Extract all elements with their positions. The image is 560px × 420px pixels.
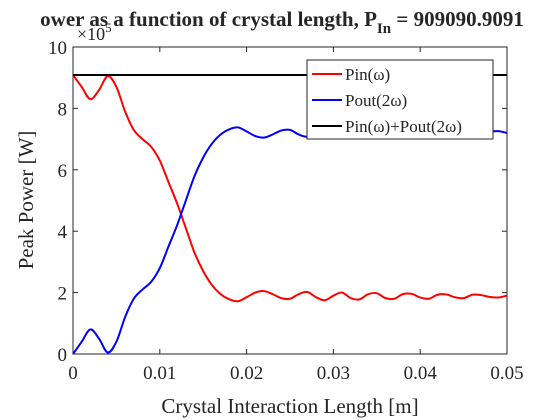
y-tick-label: 10 [48, 38, 67, 59]
x-tick-label: 0.02 [230, 363, 263, 384]
y-multiplier-base: ×10 [77, 24, 105, 44]
series-line-pin [72, 74, 508, 303]
y-tick-label: 8 [58, 99, 68, 120]
x-tick-label: 0.05 [490, 363, 523, 384]
legend-label-sum: Pin(ω)+Pout(2ω) [345, 117, 462, 136]
y-axis-label: Peak Power [W] [14, 131, 38, 270]
x-tick-label: 0.03 [317, 363, 350, 384]
chart-title-tail: = 909090.9091 [391, 7, 524, 31]
legend: Pin(ω) Pout(2ω) Pin(ω)+Pout(2ω) [306, 59, 494, 140]
chart-title-main: ower as a function of crystal length, P [40, 7, 377, 31]
y-multiplier: ×105 [77, 20, 112, 44]
legend-label-pout: Pout(2ω) [345, 91, 407, 110]
x-axis-label: Crystal Interaction Length [m] [161, 394, 418, 418]
y-multiplier-exponent: 5 [105, 20, 112, 35]
x-tick-label: 0.01 [143, 363, 176, 384]
chart-title-subscript: In [377, 21, 392, 37]
y-tick-label: 6 [58, 161, 68, 182]
x-tick-label: 0 [68, 363, 78, 384]
chart-title: ower as a function of crystal length, PI… [40, 7, 524, 37]
legend-label-pin: Pin(ω) [345, 65, 390, 84]
y-tick-label: 0 [58, 345, 68, 366]
x-tick-label: 0.04 [404, 363, 438, 384]
y-tick-label: 2 [58, 284, 68, 305]
y-tick-label: 4 [58, 222, 68, 243]
ticks: 0 0.01 0.02 0.03 0.04 0.05 0 2 4 6 8 10 [48, 38, 524, 384]
